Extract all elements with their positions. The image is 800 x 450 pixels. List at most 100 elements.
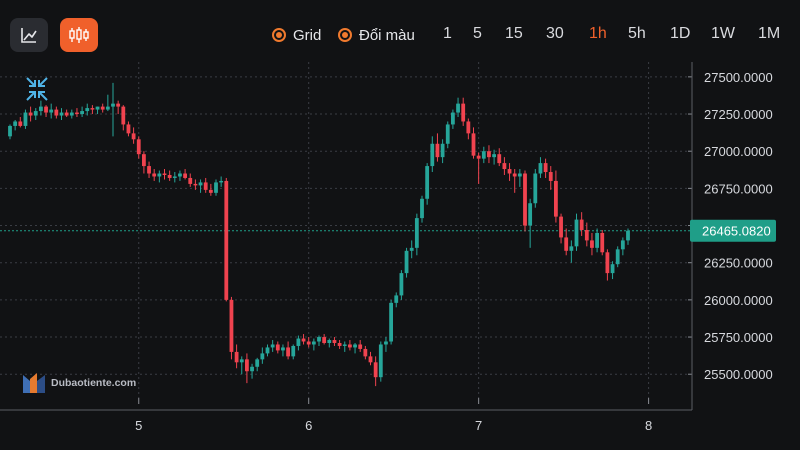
- color-radio-icon: [338, 28, 352, 42]
- x-tick-label: 5: [135, 418, 142, 433]
- candle-body: [44, 106, 48, 113]
- candle-body: [105, 106, 110, 110]
- timeframe-30[interactable]: 30: [546, 25, 564, 42]
- candle: [373, 356, 378, 387]
- candle: [111, 82, 115, 137]
- candle: [23, 109, 28, 129]
- candle-body: [569, 246, 574, 251]
- line-chart-button[interactable]: [10, 18, 48, 52]
- candle: [348, 340, 352, 351]
- timeframe-15[interactable]: 15: [505, 25, 523, 42]
- candle-body: [317, 337, 321, 342]
- grid-toggle[interactable]: Grid: [272, 24, 321, 46]
- timeframe-1h[interactable]: 1h: [589, 25, 607, 42]
- candle-body: [142, 154, 146, 167]
- candle: [430, 136, 435, 173]
- candle: [574, 213, 579, 251]
- candle: [481, 146, 486, 164]
- timeframe-1[interactable]: 1: [443, 25, 452, 42]
- candle-body: [579, 219, 584, 230]
- candle-body: [296, 338, 301, 346]
- color-toggle[interactable]: Đổi màu: [338, 24, 415, 46]
- candle-body: [404, 250, 409, 274]
- candle-body: [234, 351, 239, 363]
- y-tick-label: 27500.0000: [704, 70, 773, 85]
- candle: [322, 334, 327, 345]
- candle-body: [528, 203, 533, 226]
- candle-body: [471, 133, 476, 156]
- candle-body: [245, 359, 249, 372]
- candle-body: [59, 112, 64, 116]
- candle: [116, 100, 121, 115]
- candle: [615, 246, 620, 268]
- price-axis: 27500.0000 27250.0000 27000.0000 26750.0000…: [0, 62, 776, 433]
- candle: [219, 176, 224, 187]
- candle-body: [456, 103, 460, 113]
- candle: [162, 169, 167, 180]
- timeframe-5h[interactable]: 5h: [628, 25, 646, 42]
- candle-body: [90, 108, 95, 110]
- candle-body: [172, 176, 177, 178]
- candle-body: [363, 348, 368, 357]
- candle: [95, 106, 100, 115]
- candle-body: [430, 143, 435, 167]
- candle-body: [23, 112, 28, 126]
- y-tick-label: 25500.0000: [704, 367, 773, 382]
- candle-body: [564, 237, 569, 251]
- candle: [13, 119, 18, 131]
- candle-body: [322, 337, 327, 343]
- y-tick-label: 27000.0000: [704, 144, 773, 159]
- timeframe-1d[interactable]: 1D: [670, 25, 691, 42]
- candle: [18, 117, 23, 128]
- timeframe-1m[interactable]: 1M: [758, 25, 781, 42]
- candle-body: [358, 344, 363, 349]
- current-price-label: 26465.0820: [702, 224, 771, 239]
- candle: [358, 340, 363, 352]
- candle: [250, 363, 254, 379]
- timeframe-5[interactable]: 5: [473, 25, 482, 42]
- candle: [337, 340, 342, 349]
- candle: [590, 232, 594, 256]
- candle-body: [399, 273, 404, 296]
- timeframe-1w[interactable]: 1W: [711, 25, 735, 42]
- candle-body: [414, 218, 419, 248]
- candle: [131, 127, 136, 144]
- candle-body: [348, 344, 352, 348]
- chart-toolbar: Grid Đổi màu 1 5 15 30 1h 5h 1D 1W 1M: [0, 0, 800, 68]
- candle: [517, 169, 522, 187]
- candle-body: [286, 347, 290, 357]
- candle-body: [497, 154, 502, 164]
- y-tick-label: 27250.0000: [704, 107, 773, 122]
- candle-body: [507, 169, 512, 174]
- candle-body: [188, 177, 193, 184]
- candle-body: [461, 103, 466, 122]
- candle: [620, 237, 625, 256]
- candle: [317, 335, 321, 346]
- color-label: Đổi màu: [359, 26, 415, 44]
- y-tick-label: 26000.0000: [704, 293, 773, 308]
- candle: [80, 106, 84, 118]
- candle-body: [605, 252, 610, 274]
- candle-body: [255, 359, 260, 367]
- candle: [564, 228, 569, 256]
- candle-body: [95, 106, 100, 110]
- candle: [523, 170, 527, 232]
- candle-body: [476, 155, 481, 159]
- candlestick-chart-button[interactable]: [60, 18, 98, 52]
- candle-body: [342, 344, 347, 346]
- candle-body: [239, 359, 244, 363]
- candle: [610, 261, 615, 280]
- candle-body: [260, 353, 265, 360]
- fullscreen-icon[interactable]: [26, 77, 48, 101]
- candle-body: [85, 108, 90, 112]
- candle-body: [208, 189, 213, 193]
- candle: [157, 170, 162, 183]
- current-price-tag-bg: [690, 219, 776, 242]
- line-chart-icon: [21, 28, 37, 43]
- candle: [301, 334, 306, 345]
- candle: [39, 100, 43, 116]
- candle: [425, 163, 430, 205]
- candle-body: [265, 347, 270, 354]
- candle: [543, 158, 548, 178]
